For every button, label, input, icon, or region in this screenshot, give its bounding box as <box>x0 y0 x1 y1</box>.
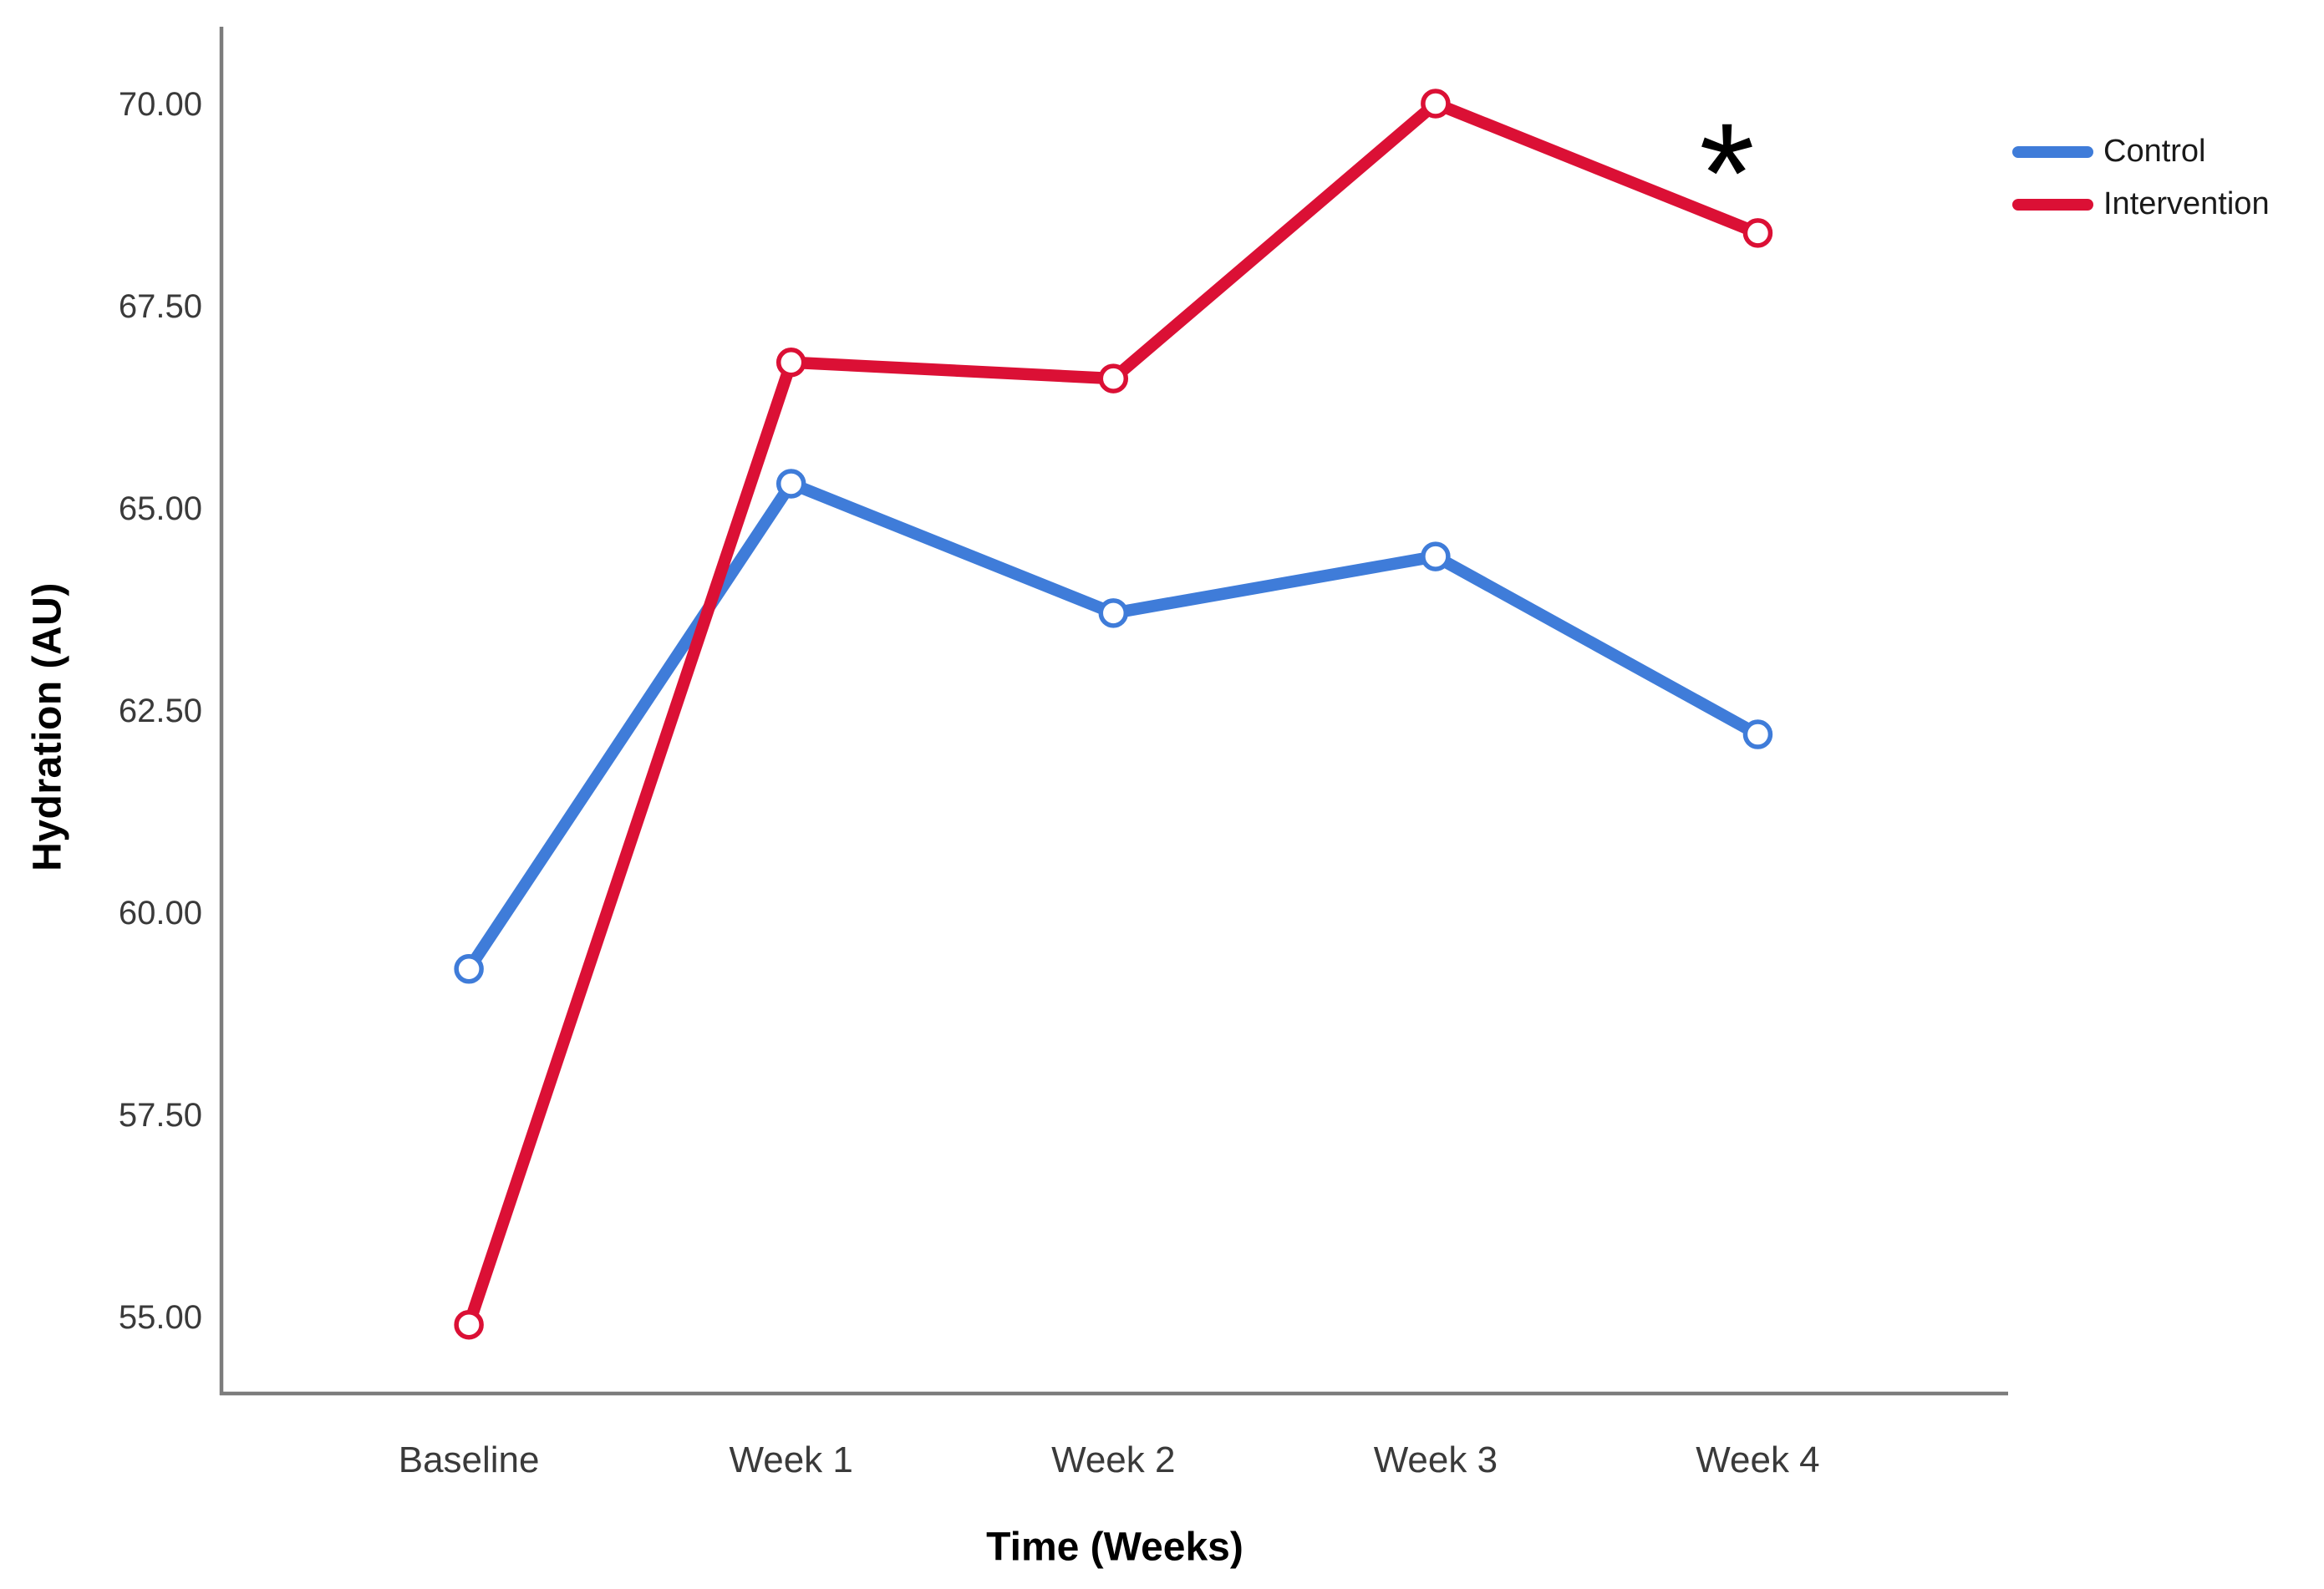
legend-swatch-control-line <box>2012 145 2093 158</box>
y-tick-label: 67.50 <box>119 288 202 325</box>
x-category-label: Baseline <box>399 1439 540 1480</box>
data-point-marker-intervention <box>1098 363 1129 393</box>
y-tick-label: 57.50 <box>119 1097 202 1134</box>
data-point-marker-control <box>1742 719 1773 749</box>
y-tick-label: 62.50 <box>119 693 202 729</box>
significance-asterisk: * <box>1699 94 1754 253</box>
series-line-intervention <box>462 97 1764 1331</box>
legend-label-control: Control <box>2103 134 2206 169</box>
y-tick-label: 60.00 <box>119 895 202 932</box>
series-line-control <box>462 477 1764 976</box>
x-category-label: Week 2 <box>1051 1439 1175 1480</box>
data-point-marker-control <box>1098 598 1129 628</box>
y-axis-title: Hydration (AU) <box>25 582 70 871</box>
data-point-marker-control <box>454 954 484 984</box>
data-point-marker-control <box>1421 541 1451 571</box>
legend-item-intervention: Intervention <box>2012 185 2270 224</box>
legend-item-control: Control <box>2012 132 2270 171</box>
data-point-marker-intervention <box>776 347 806 378</box>
data-point-marker-intervention <box>1421 89 1451 119</box>
legend-swatch-intervention-line <box>2012 198 2093 211</box>
y-tick-label: 55.00 <box>119 1299 202 1336</box>
y-tick-label: 70.00 <box>119 86 202 123</box>
y-tick-label: 65.00 <box>119 490 202 527</box>
data-point-marker-intervention <box>1742 218 1773 248</box>
data-point-marker-control <box>776 469 806 499</box>
legend-label-intervention: Intervention <box>2103 186 2270 221</box>
data-point-marker-intervention <box>454 1309 484 1340</box>
x-category-label: Week 4 <box>1696 1439 1819 1480</box>
x-category-label: Week 3 <box>1374 1439 1498 1480</box>
x-category-label: Week 1 <box>730 1439 853 1480</box>
x-axis-title: Time (Weeks) <box>986 1525 1243 1570</box>
legend: Control Intervention <box>2012 132 2270 224</box>
